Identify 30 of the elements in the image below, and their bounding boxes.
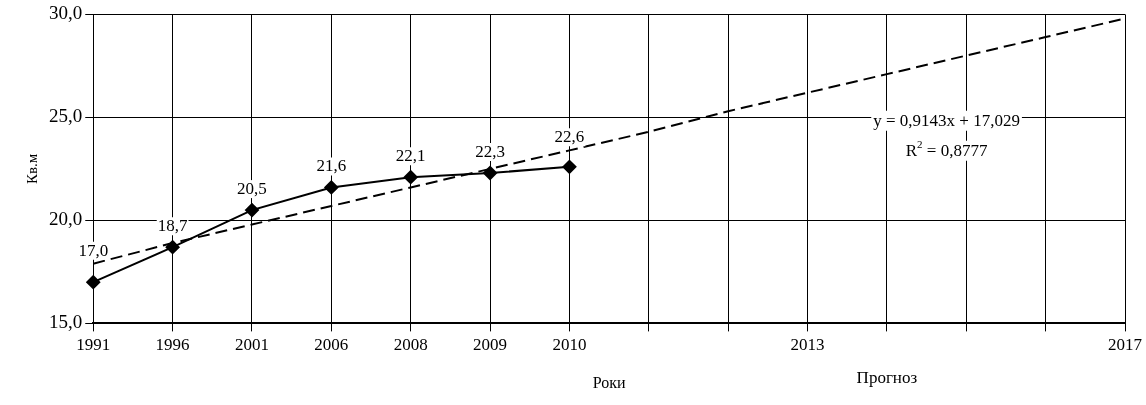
y-axis-title: Кв.м bbox=[23, 153, 40, 185]
y-tick-label: 15,0 bbox=[49, 311, 83, 333]
x-tick-label: 2017 bbox=[1108, 335, 1143, 355]
point bbox=[403, 170, 418, 185]
data-label: 21,6 bbox=[316, 156, 347, 176]
point bbox=[562, 159, 577, 174]
point bbox=[324, 180, 339, 195]
point bbox=[165, 240, 180, 255]
x-tick-label: 1991 bbox=[76, 335, 111, 355]
data-label: 18,7 bbox=[157, 216, 188, 236]
y-tick-label: 20,0 bbox=[49, 208, 83, 230]
x-tick-label: 1996 bbox=[155, 335, 190, 355]
y-tick-label: 30,0 bbox=[49, 2, 83, 24]
x-tick-label: 2006 bbox=[314, 335, 349, 355]
text: Прогноз bbox=[856, 368, 918, 388]
x-tick-label: 2008 bbox=[393, 335, 428, 355]
data-label: 20,5 bbox=[237, 179, 267, 199]
y-tick-label: 25,0 bbox=[49, 105, 83, 127]
point bbox=[244, 203, 259, 218]
x-tick-label: 2001 bbox=[234, 335, 269, 355]
x-tick-label: 2009 bbox=[473, 335, 508, 355]
x-axis-title: Роки bbox=[592, 373, 626, 391]
data-label: 17,0 bbox=[78, 240, 109, 260]
point bbox=[86, 275, 101, 290]
data-label: 22,6 bbox=[554, 127, 585, 147]
x-tick-label: 2013 bbox=[790, 335, 825, 355]
x-tick-label: 2010 bbox=[552, 335, 587, 355]
data-label: 22,3 bbox=[475, 142, 505, 162]
point bbox=[483, 166, 498, 181]
data-label: 22,1 bbox=[395, 146, 426, 166]
